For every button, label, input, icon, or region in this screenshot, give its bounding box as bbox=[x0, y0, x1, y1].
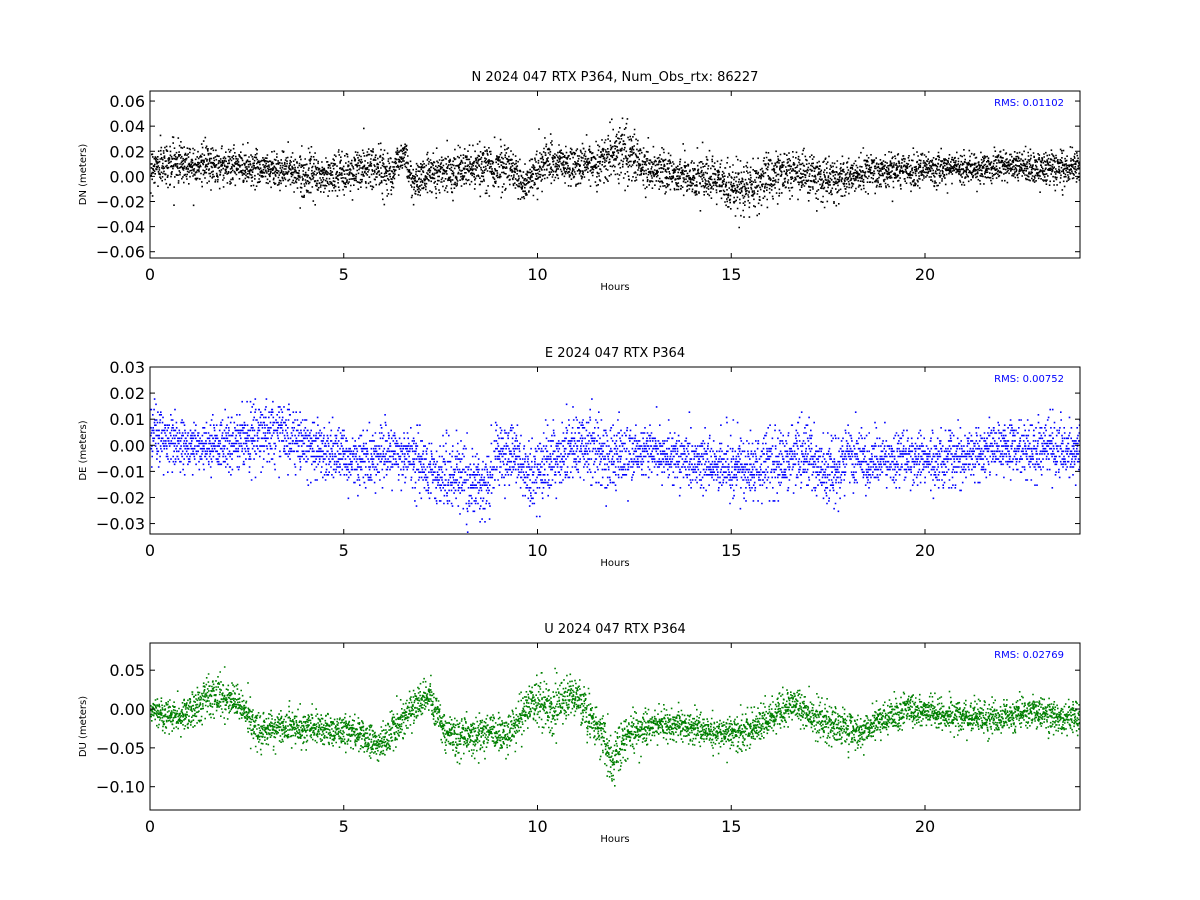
panel-2: 0.05 0.00 −0.05 −0.10 0 5 10 15 20 U 2024 047 RTX… bbox=[78, 622, 1081, 845]
series-points bbox=[150, 666, 1080, 787]
y-tick-label: 0.06 bbox=[109, 92, 145, 111]
x-tick-label: 20 bbox=[915, 541, 935, 560]
x-axis-label: Hours bbox=[600, 282, 629, 293]
rms-annotation: RMS: 0.00752 bbox=[994, 374, 1064, 385]
x-tick-label: 0 bbox=[145, 817, 155, 836]
y-tick-label: 0.00 bbox=[109, 436, 145, 455]
data-points bbox=[150, 117, 1080, 229]
x-tick-label: 10 bbox=[527, 265, 547, 284]
rms-annotation: RMS: 0.01102 bbox=[994, 98, 1064, 109]
y-tick-label: 0.02 bbox=[109, 142, 145, 161]
y-tick-label: −0.02 bbox=[96, 488, 145, 507]
y-tick-label: 0.03 bbox=[109, 358, 145, 377]
x-tick-label: 0 bbox=[145, 541, 155, 560]
panel-title: U 2024 047 RTX P364 bbox=[544, 622, 686, 637]
panel-title: E 2024 047 RTX P364 bbox=[545, 346, 685, 361]
series-points bbox=[150, 117, 1080, 229]
x-tick-label: 20 bbox=[915, 265, 935, 284]
data-points bbox=[150, 666, 1080, 787]
y-axis-label: DU (meters) bbox=[78, 696, 89, 757]
y-tick-label: 0.00 bbox=[109, 167, 145, 186]
y-tick-label: −0.04 bbox=[96, 218, 145, 237]
y-tick-label: −0.01 bbox=[96, 462, 145, 481]
y-tick-label: 0.01 bbox=[109, 410, 145, 429]
y-tick-label: −0.05 bbox=[96, 739, 145, 758]
panel-1: 0.03 0.02 0.01 0.00 −0.01 −0.02 −0.030 5 10 15 20 E… bbox=[78, 346, 1081, 569]
series-points bbox=[150, 398, 1080, 534]
x-tick-label: 0 bbox=[145, 265, 155, 284]
panel-title: N 2024 047 RTX P364, Num_Obs_rtx: 86227 bbox=[472, 70, 759, 85]
y-tick-label: 0.02 bbox=[109, 384, 145, 403]
axes-frame bbox=[149, 366, 1081, 535]
y-tick-label: −0.03 bbox=[96, 515, 145, 534]
y-axis-label: DE (meters) bbox=[78, 420, 89, 480]
y-axis-label: DN (meters) bbox=[78, 144, 89, 206]
axes-frame bbox=[149, 90, 1081, 259]
rms-annotation: RMS: 0.02769 bbox=[994, 650, 1064, 661]
x-axis-label: Hours bbox=[600, 558, 629, 569]
x-tick-label: 15 bbox=[721, 265, 741, 284]
x-tick-label: 15 bbox=[721, 541, 741, 560]
y-tick-label: 0.00 bbox=[109, 700, 145, 719]
x-tick-label: 10 bbox=[527, 541, 547, 560]
axes-frame bbox=[149, 642, 1081, 811]
y-tick-label: −0.02 bbox=[96, 192, 145, 211]
x-tick-label: 15 bbox=[721, 817, 741, 836]
y-tick-label: −0.06 bbox=[96, 243, 145, 262]
x-tick-label: 5 bbox=[339, 265, 349, 284]
x-tick-label: 10 bbox=[527, 817, 547, 836]
y-tick-label: 0.05 bbox=[109, 661, 145, 680]
x-axis-label: Hours bbox=[600, 834, 629, 845]
x-tick-label: 20 bbox=[915, 817, 935, 836]
x-tick-label: 5 bbox=[339, 541, 349, 560]
panel-0: 0.06 0.04 0.02 0.00 −0.02 −0.04 −0.060 5 10 15 20 N… bbox=[78, 70, 1081, 293]
x-tick-label: 5 bbox=[339, 817, 349, 836]
y-tick-label: −0.10 bbox=[96, 778, 145, 797]
y-tick-label: 0.04 bbox=[109, 117, 145, 136]
data-points bbox=[150, 398, 1080, 534]
